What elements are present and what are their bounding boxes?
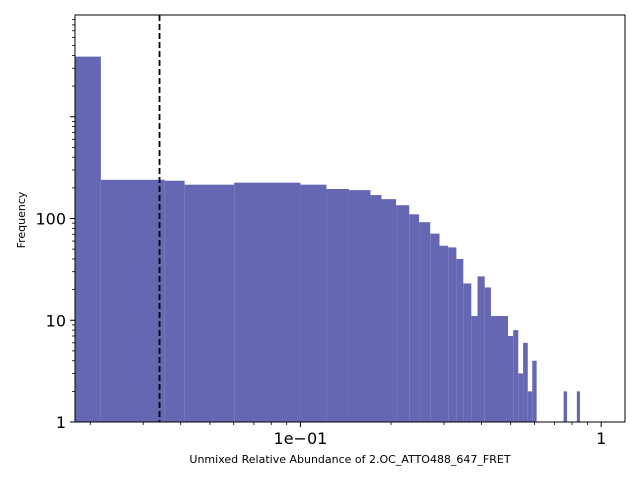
histogram-bar: [370, 195, 382, 422]
histogram-bar: [409, 214, 420, 422]
histogram-bars: [75, 56, 580, 423]
histogram-bar: [532, 360, 537, 422]
y-tick-label: 10: [46, 311, 66, 330]
histogram-bar: [448, 247, 457, 422]
histogram-bar: [563, 391, 568, 422]
histogram-bar: [430, 233, 440, 422]
histogram-bar: [490, 316, 509, 422]
histogram-bar: [518, 373, 524, 422]
histogram-bar: [348, 190, 371, 422]
y-axis-label: Frequency: [15, 191, 28, 248]
histogram-bar: [576, 391, 580, 422]
histogram-bar: [477, 276, 485, 422]
x-tick-label: 1: [596, 429, 606, 448]
y-axis-ticks: 1 10 100: [35, 19, 75, 432]
histogram-bar: [439, 245, 449, 422]
histogram-bar: [75, 56, 101, 423]
histogram-bar: [484, 287, 491, 422]
histogram-bar: [326, 188, 349, 422]
histogram-bar: [456, 258, 464, 422]
histogram-bar: [513, 330, 519, 422]
histogram-bar: [396, 205, 410, 422]
histogram-bar: [300, 184, 327, 422]
x-axis-label: Unmixed Relative Abundance of 2.OC_ATTO4…: [189, 453, 510, 466]
histogram-bar: [523, 342, 528, 422]
y-tick-label: 1: [56, 413, 66, 432]
histogram-bar: [234, 182, 301, 422]
histogram-bar: [508, 336, 514, 422]
histogram-bar: [419, 222, 431, 422]
histogram-bar: [527, 391, 533, 422]
y-tick-label: 100: [35, 210, 66, 229]
histogram-bar: [381, 199, 397, 422]
histogram-bar: [463, 283, 472, 422]
histogram-bar: [164, 180, 185, 422]
histogram-bar: [100, 179, 165, 422]
histogram-bar: [471, 316, 478, 422]
x-tick-label: 1e−01: [274, 429, 328, 448]
histogram-bar: [184, 184, 235, 422]
x-axis-ticks: 1e−01 1: [89, 422, 606, 448]
